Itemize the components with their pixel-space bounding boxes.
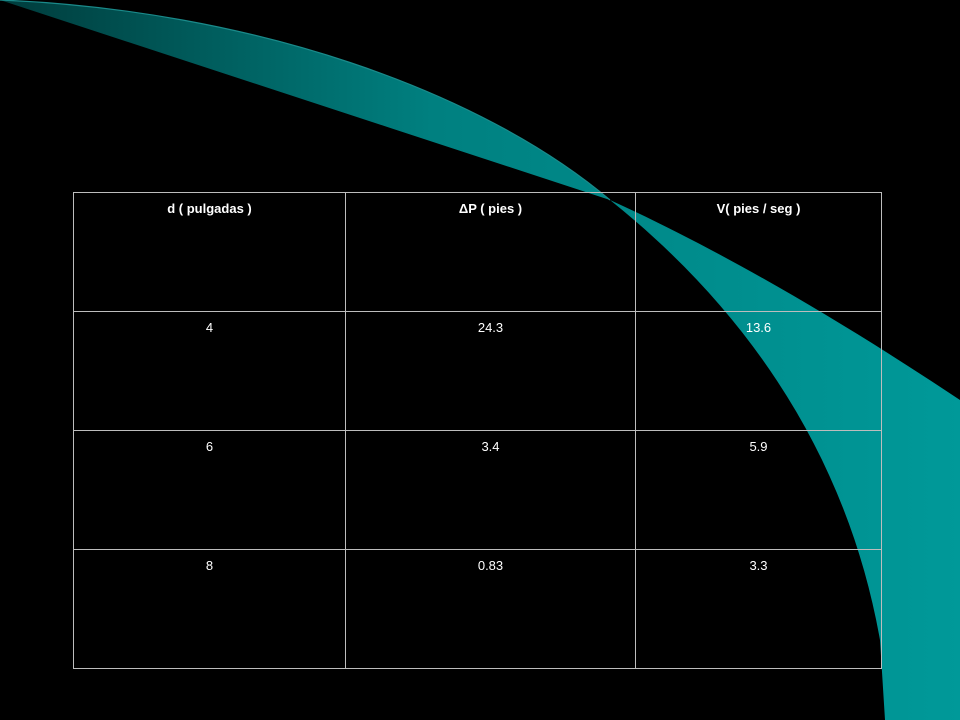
table-row: 8 0.83 3.3	[73, 549, 882, 669]
cell: 3.4	[345, 430, 636, 550]
data-table: d ( pulgadas ) ΔP ( pies ) V( pies / seg…	[73, 192, 882, 669]
cell: 4	[73, 311, 346, 431]
cell: 13.6	[635, 311, 882, 431]
cell: 5.9	[635, 430, 882, 550]
cell: 24.3	[345, 311, 636, 431]
header-cell: d ( pulgadas )	[73, 192, 346, 312]
cell: 0.83	[345, 549, 636, 669]
header-row: d ( pulgadas ) ΔP ( pies ) V( pies / seg…	[73, 192, 882, 312]
table-row: 4 24.3 13.6	[73, 311, 882, 431]
teal-curve	[0, 0, 611, 201]
cell: 3.3	[635, 549, 882, 669]
cell: 6	[73, 430, 346, 550]
header-cell: ΔP ( pies )	[345, 192, 636, 312]
table-row: 6 3.4 5.9	[73, 430, 882, 550]
header-cell: V( pies / seg )	[635, 192, 882, 312]
cell: 8	[73, 549, 346, 669]
